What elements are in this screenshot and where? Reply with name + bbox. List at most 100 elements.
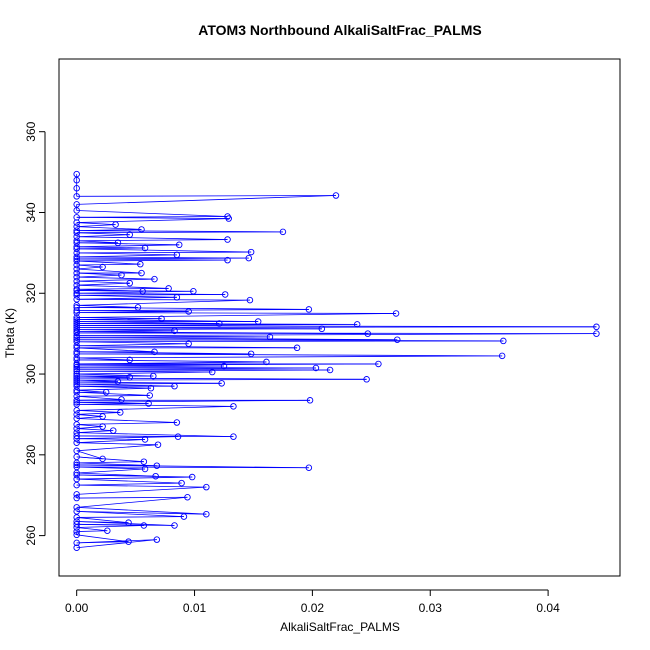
x-tick-label: 0.04 [536, 601, 560, 615]
data-point [353, 321, 361, 328]
series-segment [76, 251, 252, 254]
series-segment [76, 450, 103, 460]
data-point [73, 363, 80, 371]
series-segment [76, 442, 159, 446]
series-segment [76, 395, 150, 397]
data-point [73, 290, 80, 297]
series-segment [76, 292, 226, 295]
data-point [230, 403, 237, 410]
data-point [125, 538, 132, 545]
data-point [305, 306, 313, 313]
data-point [246, 296, 254, 304]
series-segment [76, 371, 213, 375]
series-segment [76, 383, 175, 387]
data-point [318, 325, 326, 333]
series-segment [76, 254, 177, 258]
x-axis-label: AlkaliSaltFrac_PALMS [280, 620, 400, 634]
data-point [312, 364, 320, 372]
data-point [247, 350, 255, 358]
data-point [73, 531, 80, 539]
plot-area [73, 170, 600, 551]
data-point [73, 292, 80, 299]
series-segment [76, 216, 228, 218]
data-point [394, 336, 401, 343]
data-point [145, 400, 152, 407]
data-point [254, 318, 262, 325]
y-tick-label: 340 [24, 202, 38, 222]
series-segment [76, 461, 144, 464]
data-point [138, 226, 145, 233]
data-point [593, 330, 600, 337]
data-point [173, 294, 181, 301]
data-point [73, 432, 80, 440]
data-point [73, 393, 80, 400]
data-point [224, 236, 231, 243]
x-tick-label: 0.01 [183, 601, 207, 615]
data-point [73, 356, 80, 364]
series-segment [76, 280, 130, 284]
series-segment [76, 347, 155, 353]
series-segment [76, 482, 182, 486]
data-point [73, 378, 80, 386]
data-point [73, 521, 80, 528]
data-point [73, 435, 80, 442]
data-point [73, 367, 80, 375]
series-segment [76, 476, 193, 480]
data-point [73, 320, 80, 327]
data-point [174, 433, 182, 440]
data-point [73, 302, 80, 309]
series-segment [76, 516, 184, 518]
data-point [126, 279, 133, 287]
series-segment [76, 236, 228, 240]
data-point [153, 462, 161, 469]
data-point [140, 522, 148, 529]
data-point [218, 380, 225, 387]
data-point [99, 423, 106, 430]
series-segment [76, 530, 108, 532]
data-point [224, 256, 231, 264]
data-point [158, 315, 165, 322]
series-segment [76, 345, 298, 349]
data-point [99, 413, 106, 420]
series-segment [76, 319, 259, 322]
series-segment [76, 284, 169, 289]
data-point [73, 249, 80, 257]
data-point [73, 273, 80, 281]
series-segment [76, 422, 177, 425]
data-point [178, 479, 185, 487]
data-point [114, 239, 122, 247]
data-point [171, 327, 178, 335]
data-point [141, 244, 149, 252]
data-point [134, 304, 142, 311]
series-segment [76, 288, 143, 292]
data-point [126, 356, 133, 364]
series-segment [76, 252, 177, 256]
data-point [73, 514, 80, 521]
data-point [73, 425, 80, 432]
series-segment [76, 510, 184, 518]
series-segment [76, 260, 141, 265]
data-point [73, 261, 80, 269]
data-point [73, 253, 80, 261]
data-point [154, 441, 162, 448]
series-segment [76, 218, 229, 223]
series-segment [76, 266, 103, 270]
data-point [245, 254, 252, 262]
data-point [180, 513, 188, 520]
series-segment [76, 432, 234, 438]
data-point [73, 237, 80, 245]
data-point [73, 227, 80, 234]
series-segment [76, 534, 129, 543]
series-segment [76, 224, 116, 228]
data-point [73, 471, 80, 479]
data-point [141, 436, 149, 443]
data-point [73, 388, 80, 396]
data-point [118, 271, 125, 279]
series-segment [76, 412, 121, 415]
data-point [73, 344, 80, 352]
series-segment [76, 234, 130, 238]
data-point [73, 539, 80, 547]
data-point [73, 322, 80, 329]
data-point [73, 316, 80, 323]
data-point [73, 304, 80, 311]
